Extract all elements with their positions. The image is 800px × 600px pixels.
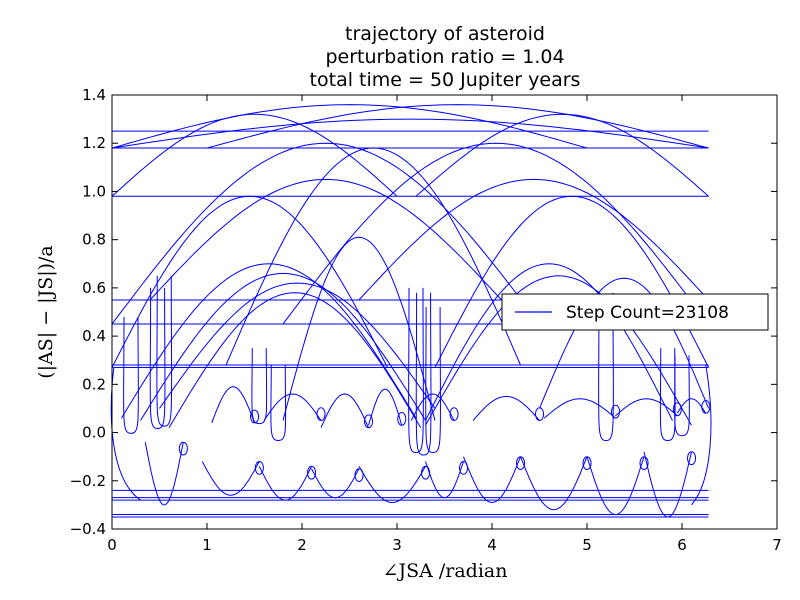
chart-title-line-3: total time = 50 Jupiter years [310,69,581,91]
y-tick-label: 0.6 [82,279,106,297]
y-tick-label: 0.2 [82,375,106,393]
plot-area [110,104,712,518]
trajectory-arc [140,272,426,421]
trajectory-tall-loop [674,355,690,437]
trajectory-tall-loop [156,275,173,427]
trajectory-arc [358,178,709,301]
trajectory-arc [111,104,588,149]
trajectory-tall-loop [251,348,268,425]
trajectory-arc [225,147,521,366]
trajectory-arc [111,142,540,325]
trajectory-lower-loop [201,461,264,496]
trajectory-arc [282,142,710,325]
trajectory-arc [111,195,388,368]
trajectory-arc [434,195,710,368]
trajectory-lower-loop [258,465,317,501]
legend-entry-step-count: Step Count=23108 [566,303,729,323]
x-axis: 0 1 2 3 4 5 6 7 [107,95,782,554]
y-axis: −0.4 −0.2 0.0 0.2 0.4 0.6 0.8 1.0 1.2 1.4 [70,86,777,538]
x-tick-label: 3 [392,536,402,554]
trajectory-upper-loop [320,393,374,429]
trajectory-tall-loop [598,292,614,442]
x-tick-label: 0 [107,536,117,554]
y-tick-label: −0.2 [70,472,106,490]
x-tick-label: 1 [202,536,212,554]
trajectory-arc [206,104,709,149]
trajectory-arc [425,263,673,421]
trajectory-arc [121,263,417,419]
trajectory-tall-loop [270,365,287,442]
x-axis-label: ∠JSA /radian [383,560,508,582]
chart-title-line-1: trajectory of asteroid [345,23,545,45]
y-axis-label: (|AS| − |JS|)/a [35,245,57,379]
chart-title-line-2: perturbation ratio = 1.04 [325,46,564,68]
trajectory-tall-loop [425,307,442,454]
x-tick-label: 4 [487,536,497,554]
x-tick-label: 6 [677,536,687,554]
trajectory-arc [415,113,709,197]
trajectory-upper-loop [368,388,407,426]
trajectory-edge-curve [691,364,712,506]
trajectory-arc [159,282,436,409]
y-tick-label: 0.8 [82,231,106,249]
trajectory-tall-loop [149,287,166,430]
trajectory-arc [168,292,422,428]
trajectory-upper-loop [676,398,711,414]
trajectory-tall-loop [408,287,424,454]
y-tick-label: 1.2 [82,134,106,152]
trajectory-lower-loop [144,441,188,506]
trajectory-upper-loop [410,393,459,421]
x-tick-label: 5 [582,536,592,554]
trajectory-tall-loop [415,292,432,456]
trajectory-arc [282,236,436,421]
plot-frame [111,94,778,530]
legend: Step Count=23108 [501,293,769,331]
trajectory-lower-loop [586,456,649,516]
trajectory-arc [425,275,692,426]
y-tick-label: 0.4 [82,327,106,345]
y-tick-label: 1.4 [82,86,106,104]
x-tick-label: 2 [297,536,307,554]
trajectory-lower-loop [463,456,526,504]
trajectory-lower-loop [358,465,431,504]
y-tick-label: 1.0 [82,182,106,200]
trajectory-arc [149,178,502,301]
trajectory-arc [111,118,709,149]
trajectory-lower-loop [520,456,592,511]
y-tick-label: −0.4 [70,520,106,538]
trajectory-arc [539,277,710,409]
trajectory-upper-loop [543,398,621,419]
trajectory-upper-loop [263,393,326,421]
trajectory-tall-loop [123,316,139,434]
trajectory-upper-loop [472,395,545,421]
y-tick-label: 0.0 [82,424,106,442]
trajectory-upper-loop [211,386,260,424]
trajectory-lower-loop [643,451,697,518]
x-tick-label: 7 [772,536,782,554]
